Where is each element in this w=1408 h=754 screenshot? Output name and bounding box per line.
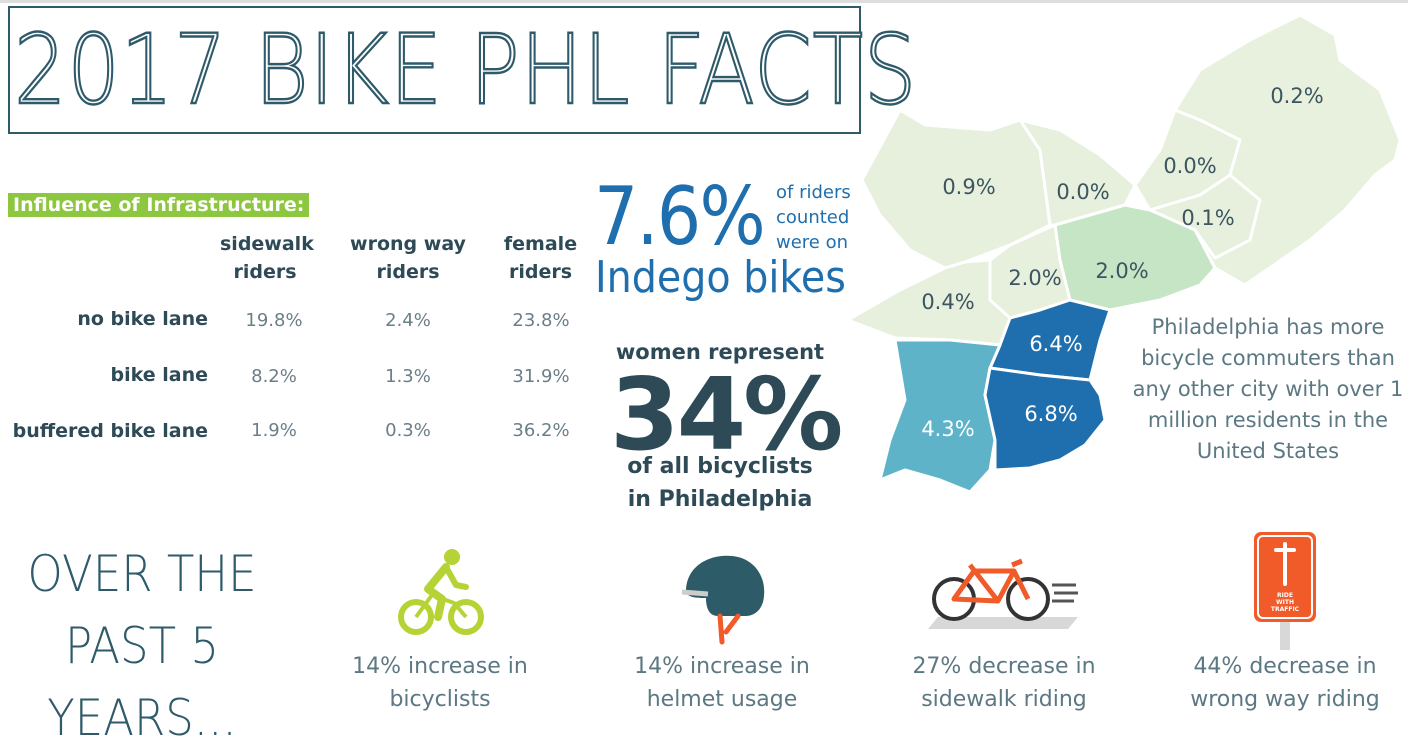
stat-line: helmet usage: [646, 687, 798, 712]
row-label-bike-lane: bike lane: [110, 364, 209, 386]
stat-wrong-way: 44% decrease in wrong way riding: [1155, 650, 1408, 716]
column-header-sidewalk: sidewalk riders: [220, 230, 314, 286]
column-header-text: wrong way riders: [350, 233, 466, 283]
map-region: [983, 366, 1107, 472]
column-header-text: sidewalk riders: [220, 233, 314, 283]
past-five-years-heading: OVER THE PAST 5 YEARS...: [27, 538, 257, 754]
philadelphia-note-line: million residents in the: [1147, 408, 1389, 432]
map-label: 0.4%: [921, 290, 974, 314]
women-subtext-line: of all bicyclists: [627, 454, 813, 479]
sign-text: TRAFFIC: [1271, 606, 1300, 613]
stat-line: sidewalk riding: [921, 687, 1087, 712]
map-label: 6.4%: [1029, 332, 1082, 356]
row-label-no-bike-lane: no bike lane: [77, 308, 208, 330]
stat-sidewalk: 27% decrease in sidewalk riding: [874, 650, 1134, 716]
map-region: [878, 338, 1002, 494]
title-frame: [8, 6, 861, 134]
stat-line: 14% increase in: [352, 654, 528, 679]
women-subtext-line: in Philadelphia: [627, 487, 813, 512]
infrastructure-label: Influence of Infrastructure:: [8, 193, 310, 217]
stat-line: 27% decrease in: [912, 654, 1096, 679]
indego-note-line: were on: [776, 232, 849, 253]
table-cell: 2.4%: [385, 310, 431, 331]
helmet-icon: [681, 555, 765, 645]
stat-line: wrong way riding: [1190, 687, 1380, 712]
heading-line: PAST 5: [64, 617, 220, 675]
column-header-female: female riders: [498, 230, 583, 286]
indego-percentage: 7.6%: [594, 170, 766, 263]
women-represent-text: women represent: [615, 340, 825, 364]
table-cell: 0.3%: [385, 420, 431, 441]
sign-text: RIDE: [1277, 592, 1293, 599]
philadelphia-map: 0.2% 0.0% 0.9% 0.0% 0.1% 2.0% 2.0% 0.4% …: [846, 13, 1402, 494]
top-divider: [0, 0, 1408, 3]
map-label: 0.9%: [942, 175, 995, 199]
indego-note: of riders counted were on: [776, 180, 851, 255]
table-cell: 36.2%: [512, 420, 570, 441]
table-cell: 1.3%: [385, 366, 431, 387]
column-header-text: female riders: [503, 233, 578, 283]
row-label-buffered-bike-lane: buffered bike lane: [12, 420, 208, 442]
heading-line: YEARS...: [47, 689, 237, 747]
map-region: [1053, 203, 1217, 312]
bicycle-icon: [928, 558, 1078, 629]
women-percentage: 34%: [610, 356, 843, 473]
table-cell: 8.2%: [251, 366, 297, 387]
stat-line: 44% decrease in: [1193, 654, 1377, 679]
table-cell: 1.9%: [251, 420, 297, 441]
stat-line: 14% increase in: [634, 654, 810, 679]
ride-with-traffic-sign-icon: RIDE WITH TRAFFIC: [1254, 532, 1316, 650]
table-cell: 19.8%: [245, 310, 303, 331]
map-label: 6.8%: [1024, 402, 1077, 426]
stat-bicyclists: 14% increase in bicyclists: [310, 650, 570, 716]
stat-helmet: 14% increase in helmet usage: [592, 650, 852, 716]
map-label: 0.1%: [1181, 206, 1234, 230]
heading-line: OVER THE: [27, 545, 257, 603]
indego-label: Indego bikes: [595, 252, 846, 303]
women-subtext: of all bicyclists in Philadelphia: [600, 450, 840, 516]
table-cell: 31.9%: [512, 366, 570, 387]
page-title: 2017 BIKE PHL FACTS: [13, 13, 918, 127]
philadelphia-note-line: bicycle commuters than: [1141, 346, 1395, 370]
cyclist-icon: [398, 549, 484, 635]
sign-text: WITH: [1276, 599, 1294, 606]
map-label: 4.3%: [921, 417, 974, 441]
map-label: 0.0%: [1056, 180, 1109, 204]
stat-line: bicyclists: [389, 687, 491, 712]
philadelphia-note-line: United States: [1196, 439, 1340, 463]
map-label: 0.2%: [1270, 84, 1323, 108]
philadelphia-note: Philadelphia has more bicycle commuters …: [1128, 312, 1408, 467]
philadelphia-note-line: any other city with over 1: [1132, 377, 1404, 401]
philadelphia-note-line: Philadelphia has more: [1151, 315, 1385, 339]
table-cell: 23.8%: [512, 310, 570, 331]
map-label: 2.0%: [1095, 259, 1148, 283]
indego-note-line: counted: [776, 207, 850, 228]
map-label: 0.0%: [1163, 154, 1216, 178]
indego-note-line: of riders: [776, 182, 851, 203]
map-label: 2.0%: [1008, 266, 1061, 290]
column-header-wrong-way: wrong way riders: [348, 230, 468, 286]
